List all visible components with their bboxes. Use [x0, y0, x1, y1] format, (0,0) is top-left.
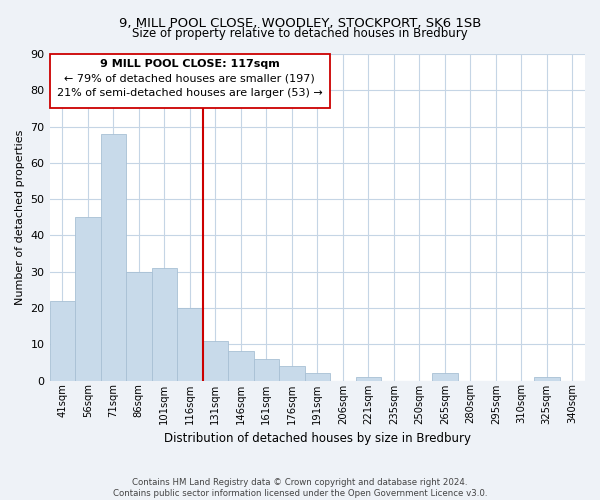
- Bar: [356, 377, 381, 380]
- Text: Size of property relative to detached houses in Bredbury: Size of property relative to detached ho…: [132, 28, 468, 40]
- Bar: [177, 308, 203, 380]
- Text: 9 MILL POOL CLOSE: 117sqm: 9 MILL POOL CLOSE: 117sqm: [100, 60, 280, 70]
- Bar: [432, 374, 458, 380]
- Bar: [534, 377, 560, 380]
- Bar: [50, 300, 75, 380]
- Bar: [228, 352, 254, 380]
- Bar: [279, 366, 305, 380]
- Text: 21% of semi-detached houses are larger (53) →: 21% of semi-detached houses are larger (…: [57, 88, 323, 99]
- FancyBboxPatch shape: [50, 54, 330, 108]
- Bar: [126, 272, 152, 380]
- Bar: [75, 218, 101, 380]
- Bar: [305, 374, 330, 380]
- Text: Contains HM Land Registry data © Crown copyright and database right 2024.
Contai: Contains HM Land Registry data © Crown c…: [113, 478, 487, 498]
- Bar: [203, 340, 228, 380]
- Text: 9, MILL POOL CLOSE, WOODLEY, STOCKPORT, SK6 1SB: 9, MILL POOL CLOSE, WOODLEY, STOCKPORT, …: [119, 18, 481, 30]
- Bar: [152, 268, 177, 380]
- X-axis label: Distribution of detached houses by size in Bredbury: Distribution of detached houses by size …: [164, 432, 471, 445]
- Bar: [254, 358, 279, 380]
- Y-axis label: Number of detached properties: Number of detached properties: [15, 130, 25, 305]
- Text: ← 79% of detached houses are smaller (197): ← 79% of detached houses are smaller (19…: [64, 74, 315, 84]
- Bar: [101, 134, 126, 380]
